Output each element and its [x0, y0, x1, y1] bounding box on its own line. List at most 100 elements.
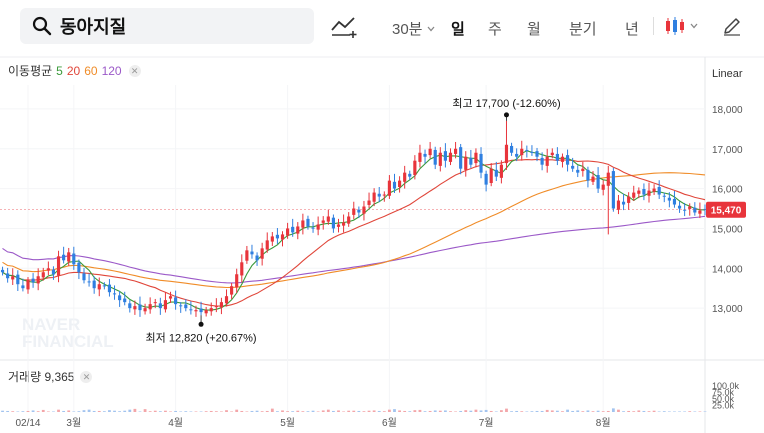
search-icon [32, 16, 52, 36]
top-toolbar: 동아지질 30분 일 주 월 분기 년 [0, 0, 764, 50]
candle [642, 183, 646, 201]
candle-body [87, 281, 91, 283]
volume-bar [209, 410, 213, 412]
volume-bar [347, 410, 351, 412]
candle-body [443, 151, 447, 161]
close-ma-legend-icon[interactable]: ✕ [128, 64, 141, 77]
candle-body [504, 144, 509, 164]
candle [667, 192, 671, 208]
chart-type-dropdown[interactable] [664, 15, 698, 37]
candle-body [46, 268, 50, 271]
volume-bar [102, 411, 106, 412]
candle [270, 232, 274, 246]
ma-5-label: 5 [56, 63, 63, 78]
volume-bar [321, 410, 325, 412]
candle-body [245, 250, 249, 261]
volume-bar [596, 410, 600, 412]
candle-body [459, 147, 463, 169]
candle [194, 305, 198, 317]
candles [0, 120, 707, 317]
volume-bar [16, 411, 20, 412]
candle [26, 277, 30, 294]
toolbar-divider [653, 17, 654, 35]
tab-month[interactable]: 월 [527, 21, 541, 38]
candle [647, 182, 651, 203]
close-volume-legend-icon[interactable]: ✕ [80, 370, 93, 383]
search-box[interactable]: 동아지질 [20, 8, 314, 44]
candle-body [331, 217, 335, 229]
candle-body [362, 206, 366, 214]
volume-bar [138, 411, 142, 412]
candle-body [657, 187, 661, 195]
candle-body [683, 209, 687, 211]
volume-bar [250, 410, 254, 412]
ma-20-label: 20 [66, 63, 81, 78]
candle [143, 303, 147, 315]
volume-bar [286, 411, 289, 412]
candle-body [652, 188, 656, 192]
volume-bar [291, 411, 295, 412]
volume-bar [474, 409, 478, 412]
volume-tick-label: 50.0k [712, 394, 735, 404]
volume-bar [342, 411, 345, 412]
volume-bar [57, 409, 60, 412]
candle-body [311, 227, 315, 229]
tab-day[interactable]: 일 [451, 21, 465, 38]
scale-mode-label[interactable]: Linear [712, 68, 743, 80]
candle-body [179, 305, 183, 307]
volume-bar [428, 410, 432, 412]
candle [377, 187, 381, 203]
candle [677, 201, 682, 213]
candle [148, 297, 152, 314]
candle [576, 165, 580, 178]
volume-bar [164, 410, 167, 412]
volume-bar [377, 410, 381, 412]
candle [418, 144, 422, 168]
candle-body [286, 228, 290, 236]
candle [72, 246, 76, 270]
candle-body [11, 276, 15, 280]
candle [703, 204, 707, 216]
candle [316, 216, 320, 236]
pencil-icon[interactable] [722, 16, 742, 36]
draw-trendline-icon[interactable] [330, 14, 360, 38]
volume-bar [260, 411, 264, 412]
candle [586, 166, 590, 188]
candle-body [672, 198, 677, 205]
candle [571, 157, 575, 172]
candle-body [530, 151, 534, 153]
volume-bar [62, 410, 66, 412]
volume-bar [113, 410, 116, 412]
candle-body [133, 306, 137, 310]
tab-quarter[interactable]: 분기 [569, 21, 597, 38]
candle [0, 266, 5, 276]
interval-label: 30분 [392, 21, 423, 38]
y-tick-label: 17,000 [712, 145, 743, 156]
candle [92, 276, 96, 294]
volume-bar [326, 409, 330, 412]
candle-body [31, 278, 35, 283]
candle [632, 185, 636, 201]
volume-bar [622, 411, 625, 412]
candle [443, 143, 447, 168]
volume-bar [357, 410, 361, 412]
tab-year[interactable]: 년 [625, 21, 639, 38]
candle-body [275, 234, 279, 239]
tab-week[interactable]: 주 [488, 21, 502, 38]
candle-body [484, 173, 488, 185]
candle-body [693, 207, 697, 213]
candle [77, 259, 81, 280]
volume-bar [693, 411, 697, 412]
candle-body [448, 152, 453, 162]
candle-body [520, 148, 524, 156]
candle [627, 192, 631, 210]
candle-body [260, 248, 264, 259]
search-query[interactable]: 동아지질 [60, 17, 127, 37]
candle [352, 201, 356, 220]
candle [36, 268, 40, 291]
candle-body [291, 226, 295, 233]
interval-dropdown[interactable]: 30분 [392, 18, 435, 39]
volume-bar [418, 409, 422, 412]
candle [245, 245, 249, 264]
